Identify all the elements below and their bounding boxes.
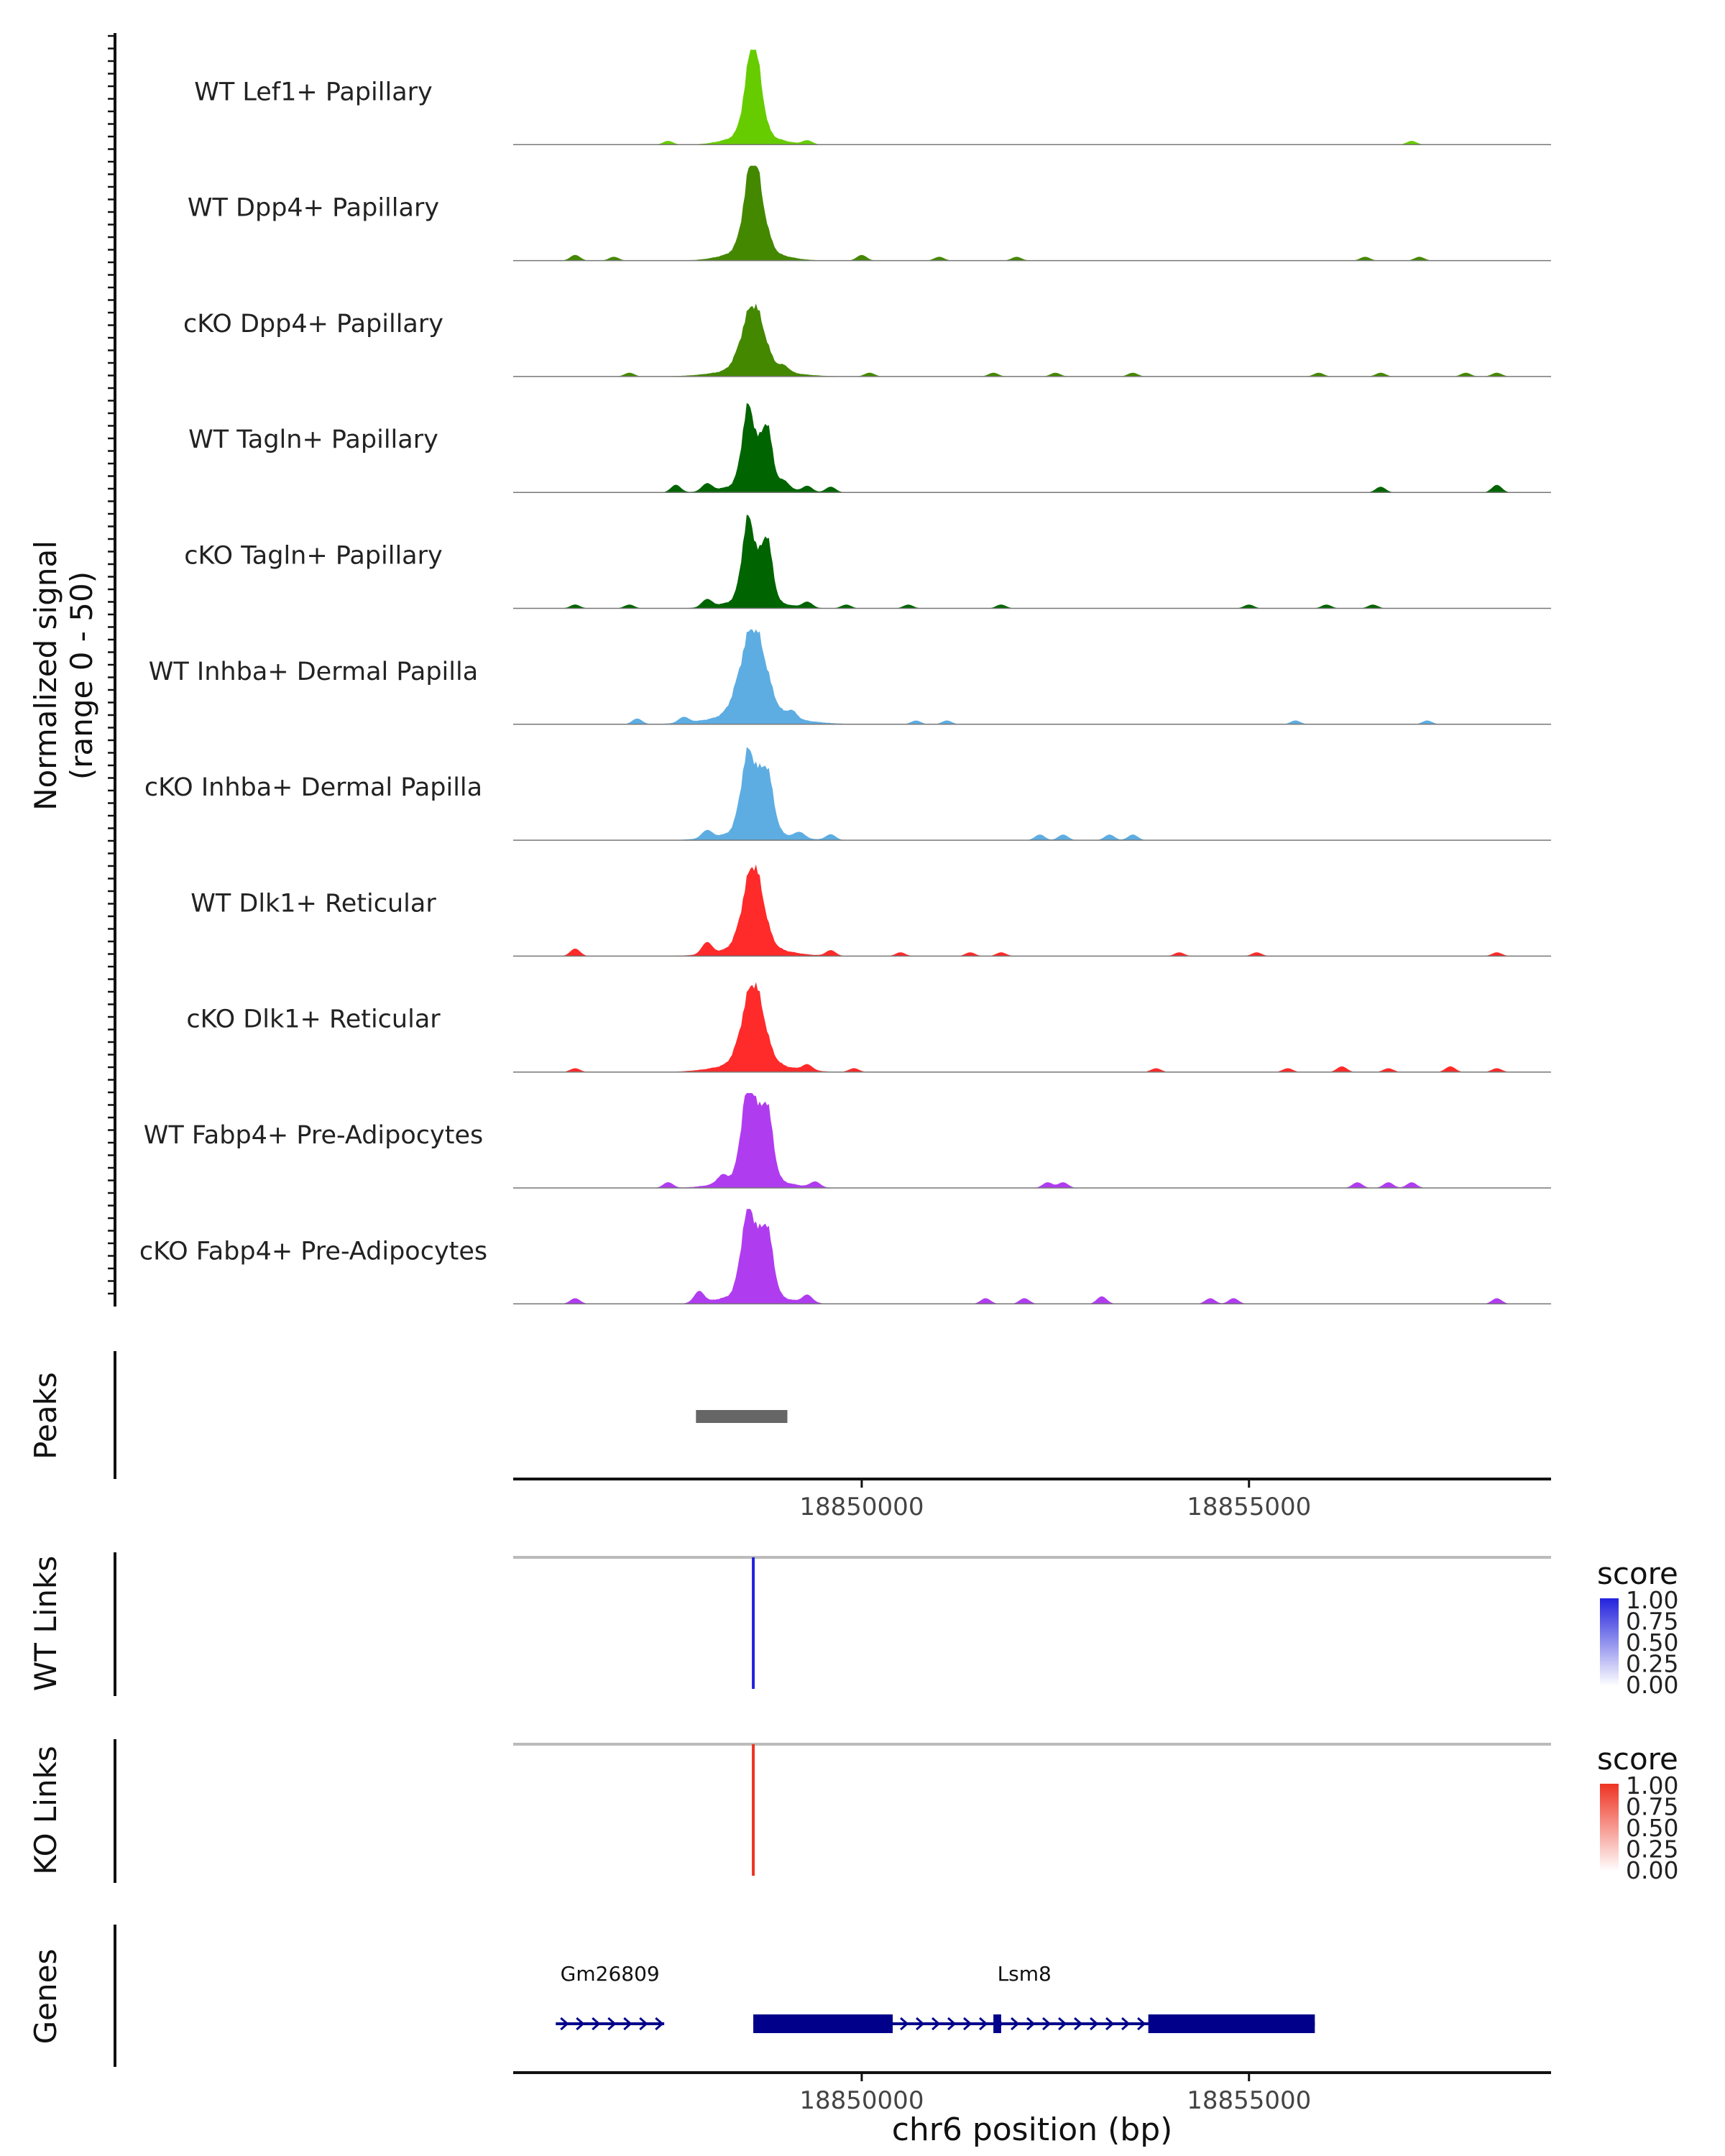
strand-arrow	[947, 2017, 957, 2031]
strand-arrow	[592, 2017, 601, 2031]
genes-label: Genes	[28, 1949, 63, 2045]
coverage-area	[513, 50, 1551, 145]
coverage-track: WT Dlk1+ Reticular	[190, 864, 1551, 957]
coverage-area	[513, 864, 1551, 957]
coverage-area	[513, 1093, 1551, 1188]
strand-arrow	[623, 2017, 632, 2031]
peaks-panel: Peaks 18850000 18855000	[28, 1351, 1551, 1521]
position-tick-label: 18855000	[1187, 1493, 1311, 1521]
bottom-tick-label: 18850000	[799, 2086, 924, 2115]
track-label: WT Lef1+ Papillary	[194, 78, 433, 106]
gene-name: Lsm8	[998, 1962, 1052, 1986]
coverage-area	[513, 629, 1551, 724]
peaks-label: Peaks	[28, 1372, 63, 1460]
legend-tick-label: 0.50	[1626, 1628, 1678, 1657]
coverage-area	[513, 1209, 1551, 1304]
track-label: cKO Tagln+ Papillary	[184, 542, 443, 571]
strand-arrow	[1026, 2017, 1036, 2031]
track-label: WT Dlk1+ Reticular	[190, 889, 436, 918]
track-label: WT Tagln+ Papillary	[188, 425, 438, 454]
track-label: cKO Dpp4+ Papillary	[183, 310, 443, 338]
strand-arrow	[900, 2017, 909, 2031]
strand-arrow	[1058, 2017, 1067, 2031]
strand-arrow	[1121, 2017, 1131, 2031]
gene-model: Gm26809	[556, 1962, 665, 2031]
ko_links-label: KO Links	[28, 1746, 63, 1875]
strand-arrow	[1011, 2017, 1020, 2031]
coverage-track: WT Tagln+ Papillary	[188, 402, 1551, 493]
legend-colorbar	[1600, 1598, 1619, 1686]
strand-arrow	[576, 2017, 585, 2031]
coverage-track: WT Dpp4+ Papillary	[188, 165, 1551, 262]
coverage-area	[513, 165, 1551, 261]
gene-model: Lsm8	[753, 1962, 1315, 2033]
legend-tick-label: 0.75	[1626, 1608, 1678, 1636]
track-label: WT Fabp4+ Pre-Adipocytes	[144, 1121, 483, 1150]
track-label: cKO Fabp4+ Pre-Adipocytes	[139, 1237, 487, 1266]
track-label: cKO Inhba+ Dermal Papilla	[144, 773, 482, 802]
genes-panel: Genes Gm26809 Lsm8 18850000 18855000 chr6 pos…	[28, 1925, 1551, 2148]
legend-tick-label: 1.00	[1626, 1586, 1678, 1614]
x-axis-title: chr6 position (bp)	[892, 2111, 1173, 2148]
track-label: WT Dpp4+ Papillary	[188, 194, 439, 223]
coverage-area	[513, 515, 1551, 609]
strand-arrow	[1074, 2017, 1083, 2031]
legend-tick-label: 0.75	[1626, 1793, 1678, 1821]
legend-tick-label: 0.00	[1626, 1671, 1678, 1699]
strand-arrow	[560, 2017, 569, 2031]
coverage-track: WT Inhba+ Dermal Papilla	[149, 629, 1551, 725]
strand-arrow	[639, 2017, 648, 2031]
gene-name: Gm26809	[561, 1962, 660, 1986]
strand-arrow	[1105, 2017, 1115, 2031]
gene-exon	[753, 2014, 893, 2033]
legend-colorbar	[1600, 1784, 1619, 1871]
strand-arrow	[655, 2017, 664, 2031]
coverage-area	[513, 747, 1551, 841]
track-label: WT Inhba+ Dermal Papilla	[149, 658, 478, 686]
coverage-track: WT Lef1+ Papillary	[194, 50, 1551, 146]
legend-tick-label: 0.25	[1626, 1835, 1678, 1864]
gene-exon	[1148, 2014, 1315, 2033]
coverage-area	[513, 402, 1551, 493]
axis-labels: Normalized signal (range 0 - 50)	[28, 540, 99, 811]
coverage-tracks: WT Lef1+ Papillary WT Dpp4+ Papillary cKO …	[108, 33, 1551, 1307]
strand-arrow	[1090, 2017, 1099, 2031]
wt_links-label: WT Links	[28, 1556, 63, 1691]
position-tick-label: 18850000	[799, 1493, 924, 1521]
strand-arrow	[916, 2017, 925, 2031]
coverage-track: cKO Tagln+ Papillary	[184, 515, 1551, 609]
legend-tick-label: 0.00	[1626, 1856, 1678, 1884]
coverage-track: cKO Dlk1+ Reticular	[186, 982, 1551, 1073]
coverage-ylabel-line1: Normalized signal	[28, 540, 63, 811]
legend-title: score	[1597, 1741, 1678, 1777]
coverage-track: cKO Fabp4+ Pre-Adipocytes	[139, 1209, 1551, 1305]
coverage-track: cKO Dpp4+ Papillary	[183, 303, 1551, 377]
strand-arrow	[963, 2017, 972, 2031]
legend-tick-label: 1.00	[1626, 1772, 1678, 1800]
strand-arrow	[607, 2017, 617, 2031]
coverage-area	[513, 982, 1551, 1072]
legend-tick-label: 0.25	[1626, 1650, 1678, 1678]
coverage-track: cKO Inhba+ Dermal Papilla	[144, 747, 1551, 841]
coverage-area	[513, 303, 1551, 377]
gene-exon	[993, 2014, 1001, 2033]
coverage-ylabel-line2: (range 0 - 50)	[64, 571, 99, 780]
coverage-track: WT Fabp4+ Pre-Adipocytes	[144, 1093, 1551, 1189]
legend-title: score	[1597, 1556, 1678, 1591]
strand-arrow	[932, 2017, 941, 2031]
peak-bar	[696, 1410, 788, 1423]
legend-tick-label: 0.50	[1626, 1814, 1678, 1842]
bottom-tick-label: 18855000	[1187, 2086, 1311, 2115]
strand-arrow	[1137, 2017, 1146, 2031]
strand-arrow	[1042, 2017, 1052, 2031]
strand-arrow	[979, 2017, 988, 2031]
track-label: cKO Dlk1+ Reticular	[186, 1005, 441, 1034]
